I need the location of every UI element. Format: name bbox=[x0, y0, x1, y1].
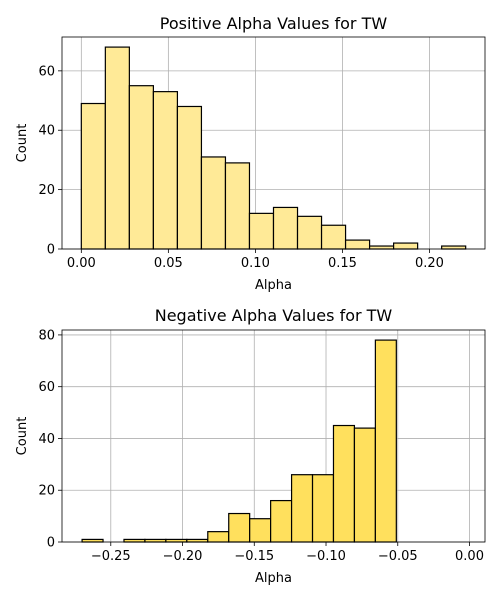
chart-title: Positive Alpha Values for TW bbox=[160, 14, 388, 33]
histogram-bar bbox=[393, 242, 419, 250]
plot-frame bbox=[61, 36, 486, 250]
y-tick-label: 80 bbox=[38, 328, 55, 343]
y-tick-label: 40 bbox=[38, 124, 55, 139]
histogram-bar bbox=[290, 474, 314, 543]
histogram-bar bbox=[296, 215, 323, 250]
histogram-bar bbox=[353, 427, 376, 543]
x-tick-label: 0.00 bbox=[67, 256, 96, 271]
plot-frame bbox=[61, 329, 486, 543]
histogram-bar bbox=[200, 156, 227, 250]
positive-alpha-panel: 0.00 0.05 0.10 0.15 0.20 0 20 40 60 Positive Al… bbox=[15, 14, 486, 293]
histogram-bar bbox=[104, 46, 130, 250]
histogram-bar bbox=[228, 512, 251, 543]
y-axis-label: Count bbox=[15, 417, 30, 456]
x-tick-label: −0.25 bbox=[91, 549, 131, 564]
histogram-bar bbox=[368, 245, 395, 250]
negative-alpha-panel: −0.25 −0.20 −0.15 −0.10 −0.05 0.00 020406080 … bbox=[15, 306, 486, 586]
histogram-bar bbox=[248, 212, 275, 250]
x-axis-label: Alpha bbox=[255, 278, 292, 293]
histogram-bar bbox=[249, 518, 272, 543]
x-tick-label: −0.10 bbox=[306, 549, 346, 564]
histogram-bar bbox=[207, 531, 230, 543]
histogram-bar bbox=[320, 224, 347, 250]
x-tick-label: −0.05 bbox=[378, 549, 418, 564]
chart-title: Negative Alpha Values for TW bbox=[155, 306, 393, 325]
y-tick-label: 60 bbox=[38, 380, 55, 395]
y-tick-label: 0 bbox=[47, 536, 55, 551]
y-axis-label: Count bbox=[15, 124, 30, 163]
histogram-bar bbox=[80, 102, 106, 250]
histogram-bar bbox=[311, 474, 335, 543]
x-tick-label: −0.20 bbox=[163, 549, 203, 564]
x-tick-label: 0.10 bbox=[241, 256, 270, 271]
histogram-bar bbox=[272, 206, 299, 250]
histogram-bar bbox=[176, 105, 203, 250]
y-tick-label: 0 bbox=[47, 243, 55, 258]
histogram-bar bbox=[128, 85, 154, 250]
histogram-bar bbox=[344, 239, 371, 250]
histogram-bar bbox=[270, 499, 293, 543]
histogram-bar bbox=[152, 91, 179, 250]
y-tick-label: 20 bbox=[38, 183, 55, 198]
histogram-bar bbox=[374, 339, 397, 543]
histogram-bar bbox=[441, 245, 467, 250]
histogram-bar bbox=[224, 162, 251, 250]
x-axis-label: Alpha bbox=[255, 571, 292, 586]
x-tick-label: 0.15 bbox=[328, 256, 357, 271]
x-tick-label: −0.15 bbox=[234, 549, 274, 564]
y-tick-label: 60 bbox=[38, 64, 55, 79]
x-tick-label: 0.00 bbox=[455, 549, 484, 564]
x-tick-label: 0.20 bbox=[415, 256, 444, 271]
x-tick-label: 0.05 bbox=[154, 256, 183, 271]
y-tick-label: 40 bbox=[38, 432, 55, 447]
histogram-bar bbox=[332, 424, 356, 543]
y-tick-label: 20 bbox=[38, 484, 55, 499]
